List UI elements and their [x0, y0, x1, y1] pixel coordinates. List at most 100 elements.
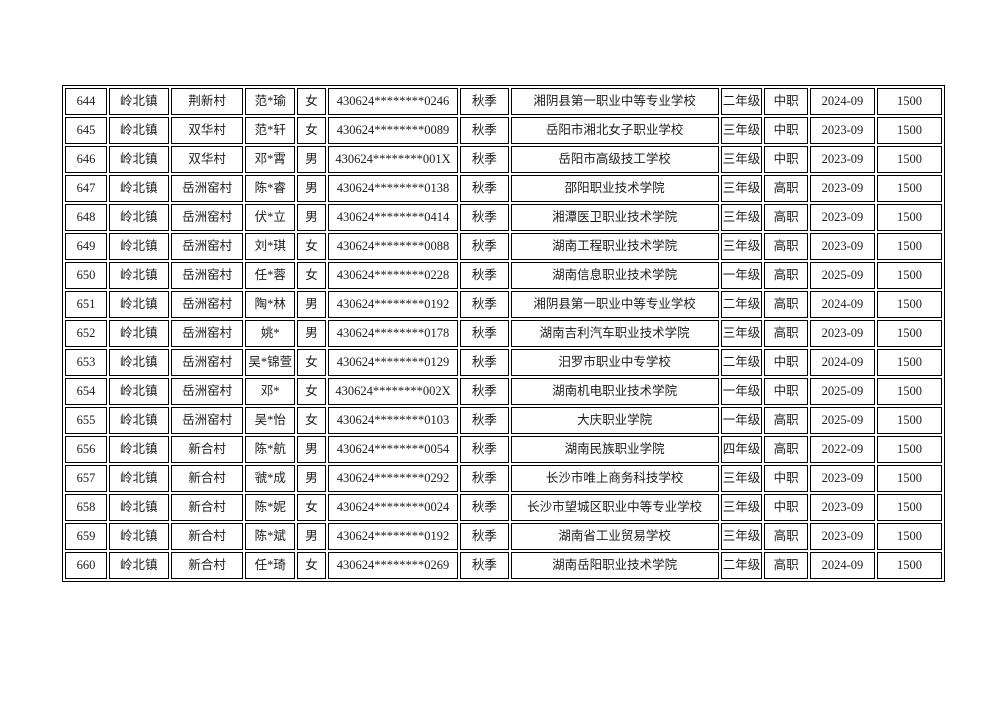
cell-gender: 男	[296, 320, 327, 347]
cell-id-number: 430624********0138	[328, 175, 458, 202]
cell-amount: 1500	[876, 88, 942, 115]
cell-village: 岳洲窑村	[170, 204, 244, 231]
cell-index: 655	[65, 407, 107, 434]
cell-index: 651	[65, 291, 107, 318]
cell-id-number: 430624********0246	[328, 88, 458, 115]
cell-level: 高职	[764, 552, 808, 579]
cell-grade: 三年级	[720, 233, 763, 260]
cell-gender: 男	[296, 204, 327, 231]
cell-index: 660	[65, 552, 107, 579]
cell-village: 双华村	[170, 117, 244, 144]
cell-amount: 1500	[876, 378, 942, 405]
table-row: 654 岭北镇 岳洲窑村 邓* 女 430624********002X 秋季 湖南机电职业技…	[65, 378, 942, 405]
cell-index: 644	[65, 88, 107, 115]
cell-level: 中职	[764, 146, 808, 173]
cell-grade: 二年级	[720, 291, 763, 318]
cell-grade: 三年级	[720, 204, 763, 231]
cell-grade: 一年级	[720, 378, 763, 405]
cell-enroll-date: 2024-09	[809, 88, 875, 115]
cell-village: 新合村	[170, 494, 244, 521]
cell-index: 654	[65, 378, 107, 405]
cell-enroll-date: 2023-09	[809, 494, 875, 521]
cell-amount: 1500	[876, 233, 942, 260]
cell-gender: 男	[296, 465, 327, 492]
cell-level: 高职	[764, 233, 808, 260]
cell-semester: 秋季	[460, 465, 509, 492]
cell-enroll-date: 2025-09	[809, 378, 875, 405]
cell-id-number: 430624********0228	[328, 262, 458, 289]
cell-village: 岳洲窑村	[170, 349, 244, 376]
cell-gender: 女	[296, 378, 327, 405]
cell-level: 高职	[764, 407, 808, 434]
cell-gender: 男	[296, 291, 327, 318]
cell-school: 岳阳市高级技工学校	[510, 146, 719, 173]
cell-grade: 二年级	[720, 88, 763, 115]
cell-grade: 三年级	[720, 465, 763, 492]
cell-enroll-date: 2023-09	[809, 233, 875, 260]
cell-town: 岭北镇	[108, 88, 169, 115]
cell-amount: 1500	[876, 320, 942, 347]
cell-village: 岳洲窑村	[170, 320, 244, 347]
cell-level: 高职	[764, 320, 808, 347]
cell-id-number: 430624********002X	[328, 378, 458, 405]
cell-student-name: 刘*琪	[245, 233, 295, 260]
cell-student-name: 范*瑜	[245, 88, 295, 115]
cell-gender: 男	[296, 175, 327, 202]
cell-enroll-date: 2024-09	[809, 552, 875, 579]
cell-school: 邵阳职业技术学院	[510, 175, 719, 202]
cell-level: 中职	[764, 88, 808, 115]
cell-school: 湖南信息职业技术学院	[510, 262, 719, 289]
cell-town: 岭北镇	[108, 117, 169, 144]
cell-grade: 一年级	[720, 262, 763, 289]
cell-enroll-date: 2023-09	[809, 146, 875, 173]
table-row: 650 岭北镇 岳洲窑村 任*蓉女 430624********0228 秋季 湖南信息职业…	[65, 262, 942, 289]
table-row: 655 岭北镇 岳洲窑村 吴*怡女 430624********0103 秋季 大庆职业学院…	[65, 407, 942, 434]
cell-school: 湖南工程职业技术学院	[510, 233, 719, 260]
cell-amount: 1500	[876, 523, 942, 550]
cell-semester: 秋季	[460, 552, 509, 579]
table-row: 649 岭北镇 岳洲窑村 刘*琪女 430624********0088 秋季 湖南工程职业…	[65, 233, 942, 260]
cell-student-name: 吴*怡	[245, 407, 295, 434]
cell-grade: 三年级	[720, 320, 763, 347]
cell-village: 新合村	[170, 523, 244, 550]
cell-id-number: 430624********001X	[328, 146, 458, 173]
cell-level: 中职	[764, 494, 808, 521]
cell-semester: 秋季	[460, 523, 509, 550]
cell-grade: 四年级	[720, 436, 763, 463]
cell-village: 新合村	[170, 552, 244, 579]
cell-school: 湖南岳阳职业技术学院	[510, 552, 719, 579]
cell-enroll-date: 2023-09	[809, 465, 875, 492]
cell-grade: 一年级	[720, 407, 763, 434]
cell-school: 湘潭医卫职业技术学院	[510, 204, 719, 231]
cell-town: 岭北镇	[108, 146, 169, 173]
cell-enroll-date: 2023-09	[809, 117, 875, 144]
cell-gender: 女	[296, 349, 327, 376]
cell-grade: 三年级	[720, 523, 763, 550]
cell-town: 岭北镇	[108, 465, 169, 492]
cell-student-name: 任*蓉	[245, 262, 295, 289]
cell-semester: 秋季	[460, 291, 509, 318]
cell-enroll-date: 2023-09	[809, 320, 875, 347]
cell-gender: 男	[296, 523, 327, 550]
cell-village: 岳洲窑村	[170, 175, 244, 202]
cell-level: 高职	[764, 204, 808, 231]
table-row: 652 岭北镇 岳洲窑村 姚* 男 430624********0178 秋季 湖南吉利汽车职…	[65, 320, 942, 347]
cell-village: 荆新村	[170, 88, 244, 115]
cell-level: 中职	[764, 465, 808, 492]
cell-grade: 三年级	[720, 494, 763, 521]
cell-level: 高职	[764, 175, 808, 202]
cell-town: 岭北镇	[108, 349, 169, 376]
cell-amount: 1500	[876, 204, 942, 231]
cell-index: 659	[65, 523, 107, 550]
cell-id-number: 430624********0103	[328, 407, 458, 434]
cell-id-number: 430624********0178	[328, 320, 458, 347]
table-row: 658 岭北镇 新合村 陈*妮女 430624********0024 秋季 长沙市望城区职…	[65, 494, 942, 521]
cell-gender: 女	[296, 407, 327, 434]
cell-enroll-date: 2024-09	[809, 349, 875, 376]
cell-village: 新合村	[170, 465, 244, 492]
cell-id-number: 430624********0414	[328, 204, 458, 231]
cell-level: 中职	[764, 378, 808, 405]
cell-semester: 秋季	[460, 233, 509, 260]
cell-village: 岳洲窑村	[170, 233, 244, 260]
cell-semester: 秋季	[460, 117, 509, 144]
